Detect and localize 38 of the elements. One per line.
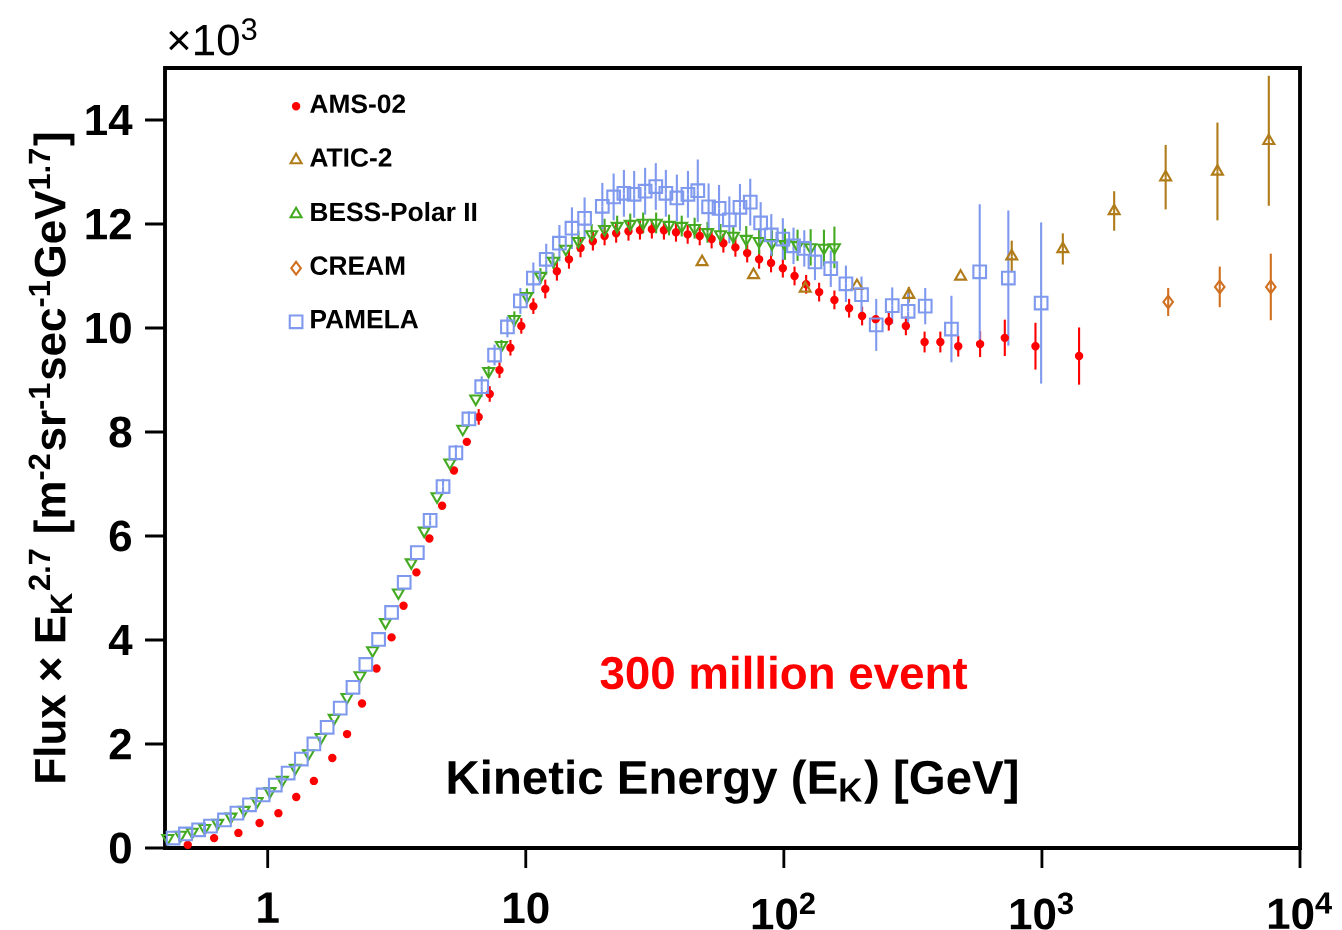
y-tick-label: 4 — [108, 624, 133, 656]
point — [443, 458, 457, 471]
x-tick-label: 1 — [258, 892, 279, 923]
point — [430, 492, 444, 504]
annotation: 300 million event — [600, 655, 968, 690]
point — [817, 243, 831, 256]
y-tick-label: 12 — [86, 208, 131, 240]
y-tick-label: 8 — [109, 416, 132, 448]
point — [456, 424, 470, 437]
point — [366, 646, 380, 658]
point — [353, 671, 367, 683]
point — [752, 236, 766, 249]
y-tick-label: 2 — [109, 728, 131, 760]
legend-label: PAMELA — [311, 310, 419, 329]
x-tick-label: 10$^{4}$ — [1268, 892, 1332, 930]
text: Flux × E$_{K}$$^{2.7}$ [m$^{-2}$sr$^{-1}$sec$^{-1}$GeV$^{1.7}$] — [28, 133, 75, 782]
point — [378, 618, 393, 630]
y-tick-label: 14 — [86, 104, 133, 136]
point — [161, 833, 175, 846]
point — [404, 558, 418, 570]
point — [391, 588, 405, 601]
x-tick-label: 10 — [504, 892, 549, 924]
x-tick-label: 10$^{3}$ — [1010, 892, 1073, 930]
x-axis-title: Kinetic Energy (E$_{K}$) [GeV] — [448, 759, 1017, 804]
point — [340, 692, 354, 705]
legend-label: BESS-Polar II — [311, 201, 477, 222]
y-tick-label: 10 — [86, 312, 131, 344]
text: ×10$^{3}$ — [169, 18, 257, 56]
point — [739, 234, 753, 247]
legend-label: CREAM — [310, 256, 405, 276]
point — [469, 394, 483, 407]
legend-label: ATIC-2 — [310, 148, 392, 167]
x-tick-label: 10$^{2}$ — [752, 892, 815, 930]
legend-label: AMS-02 — [310, 94, 406, 114]
y-tick-label: 6 — [109, 520, 132, 552]
point — [417, 526, 431, 539]
y-tick-label: 0 — [109, 832, 131, 864]
point — [482, 366, 496, 379]
